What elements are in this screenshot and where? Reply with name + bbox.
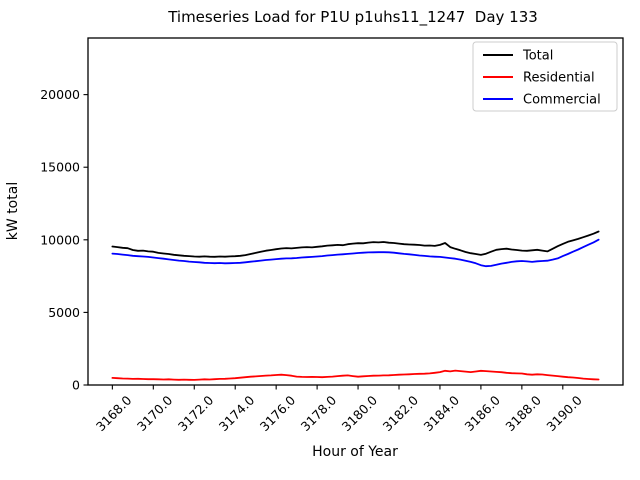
x-axis-label: Hour of Year bbox=[312, 444, 398, 460]
x-tick-label: 3178.0 bbox=[298, 392, 340, 434]
plot-border bbox=[87, 37, 624, 386]
chart-title: Timeseries Load for P1U p1uhs11_1247 Day… bbox=[167, 8, 538, 27]
x-tick-label: 3190.0 bbox=[543, 392, 585, 434]
x-tick-label: 3168.0 bbox=[93, 392, 135, 434]
legend-label-commercial: Commercial bbox=[523, 93, 601, 108]
legend-label-total: Total bbox=[522, 49, 553, 64]
x-tick-label: 3176.0 bbox=[257, 392, 299, 434]
legend-label-residential: Residential bbox=[523, 71, 595, 86]
x-tick-label: 3172.0 bbox=[175, 392, 217, 434]
x-tick-label: 3180.0 bbox=[339, 392, 381, 434]
plot-area: 3168.0 3170.0 3172.0 3174.0 3176.0 3178.0 3180… bbox=[40, 37, 624, 434]
x-tick-label: 3170.0 bbox=[134, 392, 176, 434]
y-tick-label: 20000 bbox=[40, 87, 80, 102]
x-tick-label: 3182.0 bbox=[380, 392, 422, 434]
x-tick-label: 3188.0 bbox=[502, 392, 544, 434]
x-tick-label: 3174.0 bbox=[216, 392, 258, 434]
series-line-residential bbox=[111, 369, 600, 381]
series-line-commercial bbox=[111, 238, 600, 268]
y-tick-label: 10000 bbox=[40, 232, 80, 247]
y-tick-label: 15000 bbox=[40, 160, 80, 175]
y-tick-label: 5000 bbox=[48, 305, 80, 320]
y-axis-label: kW total bbox=[5, 182, 21, 240]
y-tick-label: 0 bbox=[72, 378, 80, 393]
x-tick-label: 3186.0 bbox=[461, 392, 503, 434]
series-line-total bbox=[111, 230, 600, 258]
x-tick-label: 3184.0 bbox=[421, 392, 463, 434]
legend-box bbox=[472, 41, 618, 112]
